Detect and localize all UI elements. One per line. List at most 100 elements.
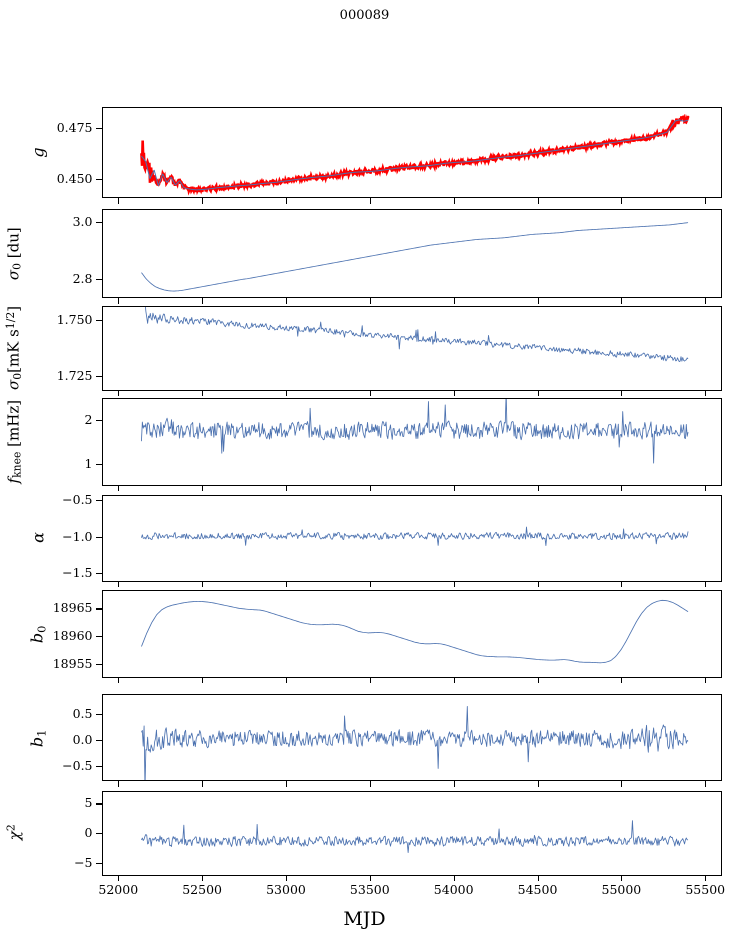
x-tick-mark — [202, 298, 204, 304]
x-tick-mark — [285, 390, 288, 396]
y-tick-mark — [96, 464, 102, 466]
y-tick-label: −1.5 — [62, 564, 93, 580]
y-tick-label: −1.0 — [62, 528, 93, 544]
y-tick-label: 3.0 — [72, 213, 93, 229]
x-tick-mark — [118, 781, 120, 787]
x-tick-mark — [118, 298, 120, 304]
x-tick-mark — [285, 198, 288, 204]
y-tick-label: 18955 — [52, 655, 93, 671]
y-tick-label: 0.5 — [72, 705, 93, 721]
y-tick-mark — [96, 713, 102, 715]
x-tick-label: 54500 — [517, 881, 558, 897]
x-tick-mark — [453, 581, 455, 587]
x-tick-mark — [621, 390, 623, 396]
data-series-line — [140, 599, 688, 663]
y-axis-label-panel-1: g — [28, 146, 48, 158]
y-tick-mark — [96, 536, 102, 538]
y-tick-label: 0.0 — [72, 731, 93, 747]
x-tick-mark — [369, 677, 371, 683]
y-axis-label-panel-8: χ2 — [4, 824, 24, 841]
x-tick-mark — [705, 298, 707, 304]
y-tick-mark — [96, 766, 102, 768]
x-tick-label: 52000 — [98, 881, 139, 897]
y-tick-label: 0.475 — [56, 119, 93, 135]
x-tick-mark — [453, 485, 455, 491]
x-tick-mark — [537, 677, 539, 683]
x-tick-mark — [621, 581, 623, 587]
y-tick-mark — [96, 833, 102, 835]
y-tick-label: 2.8 — [72, 271, 93, 287]
data-series-line — [140, 706, 688, 780]
y-axis-label-panel-6: b0 — [27, 624, 49, 643]
y-tick-mark — [96, 375, 102, 378]
y-axis-label-panel-7: b1 — [27, 728, 49, 747]
x-tick-label: 54000 — [433, 881, 474, 897]
x-tick-mark — [369, 781, 371, 787]
y-tick-mark — [96, 420, 102, 422]
x-tick-mark — [453, 198, 455, 204]
x-axis-label: MJD — [343, 907, 386, 930]
y-tick-label: 2 — [84, 412, 93, 428]
y-tick-mark — [96, 572, 102, 574]
x-tick-mark — [369, 485, 371, 491]
plot-panel-7 — [101, 694, 722, 781]
x-tick-mark — [285, 581, 288, 587]
x-tick-mark — [118, 485, 120, 491]
x-tick-mark — [453, 390, 455, 396]
x-tick-mark — [118, 390, 120, 396]
data-series-line — [140, 222, 688, 292]
x-tick-mark — [705, 198, 707, 204]
y-tick-label: 0 — [84, 824, 93, 840]
x-tick-mark — [202, 677, 204, 683]
y-tick-mark — [96, 128, 102, 130]
y-tick-mark — [96, 664, 102, 666]
y-tick-label: 18960 — [52, 628, 93, 644]
y-tick-mark — [96, 862, 102, 864]
x-tick-mark — [118, 875, 120, 881]
y-tick-mark — [96, 636, 102, 638]
x-tick-mark — [285, 677, 288, 683]
x-tick-mark — [621, 298, 623, 304]
y-tick-label: 5 — [84, 795, 93, 811]
y-tick-label: −0.5 — [62, 758, 93, 774]
y-tick-mark — [96, 178, 102, 180]
x-tick-mark — [118, 198, 120, 204]
x-tick-mark — [453, 677, 455, 683]
x-tick-mark — [705, 875, 707, 881]
plot-panel-2 — [101, 209, 722, 298]
x-tick-label: 52500 — [182, 881, 222, 897]
x-tick-mark — [202, 875, 204, 881]
x-tick-mark — [369, 298, 371, 304]
plot-panel-1 — [101, 107, 722, 198]
x-tick-mark — [118, 581, 120, 587]
x-tick-mark — [705, 390, 707, 396]
x-tick-mark — [202, 390, 204, 396]
plot-panel-5 — [101, 494, 722, 582]
y-tick-label: 1 — [84, 456, 93, 472]
plot-panel-4 — [101, 397, 722, 486]
x-tick-label: 53500 — [349, 881, 390, 897]
data-series-line — [140, 119, 688, 191]
y-tick-label: 1.725 — [56, 367, 93, 383]
y-tick-mark — [96, 608, 102, 610]
x-tick-mark — [621, 485, 623, 491]
x-tick-mark — [453, 781, 455, 787]
x-tick-mark — [621, 198, 623, 204]
x-tick-mark — [369, 581, 371, 587]
x-tick-label: 53000 — [266, 881, 306, 897]
y-tick-label: −0.5 — [62, 492, 93, 508]
x-tick-mark — [537, 198, 539, 204]
y-tick-mark — [96, 740, 102, 742]
x-tick-mark — [705, 677, 707, 683]
x-tick-mark — [621, 677, 623, 683]
x-tick-mark — [118, 677, 120, 683]
y-tick-label: 0.450 — [56, 170, 93, 186]
x-tick-mark — [537, 781, 539, 787]
x-tick-mark — [369, 875, 371, 881]
x-tick-mark — [285, 781, 288, 787]
x-tick-mark — [369, 390, 371, 396]
y-tick-mark — [96, 221, 102, 223]
x-tick-mark — [705, 781, 707, 787]
x-tick-mark — [621, 875, 623, 881]
